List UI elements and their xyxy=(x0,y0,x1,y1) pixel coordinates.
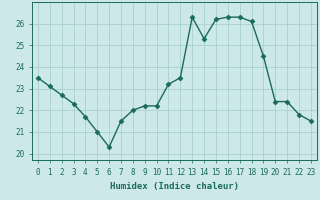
X-axis label: Humidex (Indice chaleur): Humidex (Indice chaleur) xyxy=(110,182,239,191)
